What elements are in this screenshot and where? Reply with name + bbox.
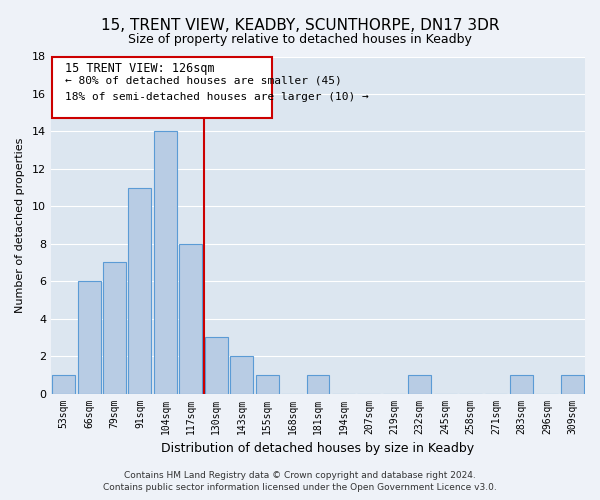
- Bar: [307, 375, 329, 394]
- Bar: [256, 375, 278, 394]
- X-axis label: Distribution of detached houses by size in Keadby: Distribution of detached houses by size …: [161, 442, 475, 455]
- Bar: [561, 375, 584, 394]
- Bar: [77, 281, 101, 394]
- Bar: [179, 244, 202, 394]
- Bar: [103, 262, 126, 394]
- Text: 18% of semi-detached houses are larger (10) →: 18% of semi-detached houses are larger (…: [65, 92, 368, 102]
- Text: 15, TRENT VIEW, KEADBY, SCUNTHORPE, DN17 3DR: 15, TRENT VIEW, KEADBY, SCUNTHORPE, DN17…: [101, 18, 499, 32]
- Y-axis label: Number of detached properties: Number of detached properties: [15, 138, 25, 312]
- Text: Contains HM Land Registry data © Crown copyright and database right 2024.
Contai: Contains HM Land Registry data © Crown c…: [103, 471, 497, 492]
- Text: Size of property relative to detached houses in Keadby: Size of property relative to detached ho…: [128, 32, 472, 46]
- Bar: [230, 356, 253, 394]
- Bar: [408, 375, 431, 394]
- Bar: [154, 132, 177, 394]
- Text: 15 TRENT VIEW: 126sqm: 15 TRENT VIEW: 126sqm: [65, 62, 215, 75]
- Bar: [205, 338, 227, 394]
- FancyBboxPatch shape: [52, 56, 272, 118]
- Bar: [52, 375, 75, 394]
- Bar: [128, 188, 151, 394]
- Text: ← 80% of detached houses are smaller (45): ← 80% of detached houses are smaller (45…: [65, 75, 341, 85]
- Bar: [510, 375, 533, 394]
